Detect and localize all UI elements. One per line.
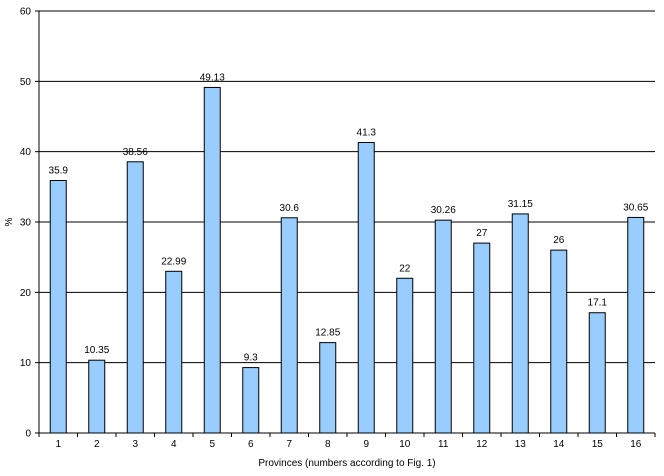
x-tick-label: 9 — [363, 439, 369, 450]
data-label: 38.56 — [123, 147, 148, 158]
x-tick-label: 14 — [553, 439, 565, 450]
y-tick-label: 0 — [25, 429, 31, 440]
x-tick-label: 8 — [325, 439, 331, 450]
y-ticks-group: 0 10 20 30 40 50 60 — [20, 7, 39, 440]
y-tick-label: 30 — [20, 218, 32, 229]
data-label: 26 — [553, 235, 565, 246]
y-axis-title: % — [4, 217, 15, 226]
bar — [396, 277, 414, 434]
x-tick-label: 1 — [55, 439, 61, 450]
x-tick-label: 5 — [209, 439, 215, 450]
x-ticks-group: 1 2 3 4 5 6 7 8 9 10 11 12 13 14 15 16 — [38, 433, 656, 450]
bar — [473, 242, 491, 434]
bar — [550, 249, 568, 434]
bar — [126, 161, 144, 434]
data-label: 35.9 — [49, 166, 69, 177]
bar — [280, 217, 298, 434]
data-label: 12.85 — [315, 328, 340, 339]
data-label: 30.26 — [431, 205, 456, 216]
data-labels-group: 35.9 10.35 38.56 22.99 49.13 9.3 30.6 12.85 41.3… — [49, 72, 649, 363]
y-tick-label: 20 — [20, 288, 32, 299]
x-tick-label: 13 — [515, 439, 527, 450]
bar — [434, 219, 452, 434]
data-label: 41.3 — [357, 128, 377, 139]
bars-group — [49, 86, 645, 434]
data-label: 22 — [399, 263, 411, 274]
data-label: 22.99 — [161, 256, 186, 267]
data-label: 9.3 — [244, 353, 258, 364]
bar — [319, 342, 337, 434]
x-tick-label: 12 — [476, 439, 488, 450]
y-tick-label: 60 — [20, 7, 32, 18]
data-label: 49.13 — [200, 72, 225, 83]
data-label: 30.6 — [280, 203, 300, 214]
x-tick-label: 3 — [132, 439, 138, 450]
bar — [88, 359, 106, 434]
data-label: 10.35 — [84, 345, 109, 356]
bar — [627, 216, 645, 434]
x-tick-label: 4 — [171, 439, 177, 450]
x-tick-label: 11 — [438, 439, 449, 450]
data-label: 30.65 — [623, 202, 648, 213]
data-label: 17.1 — [588, 298, 608, 309]
x-tick-label: 16 — [630, 439, 642, 450]
bar — [242, 367, 260, 434]
bar — [588, 312, 606, 434]
data-label: 31.15 — [508, 199, 533, 210]
bar — [49, 180, 67, 434]
x-tick-label: 2 — [94, 439, 100, 450]
y-tick-label: 40 — [20, 147, 32, 158]
bar — [357, 142, 375, 434]
y-tick-label: 50 — [20, 77, 32, 88]
x-tick-label: 10 — [399, 439, 411, 450]
bar — [511, 213, 529, 434]
data-label: 27 — [476, 228, 488, 239]
x-tick-label: 15 — [592, 439, 604, 450]
x-tick-label: 7 — [286, 439, 292, 450]
y-tick-label: 10 — [20, 358, 32, 369]
bar — [203, 86, 221, 434]
x-tick-label: 6 — [248, 439, 254, 450]
x-axis-title: Provinces (numbers according to Fig. 1) — [258, 458, 435, 469]
bar — [165, 270, 183, 434]
